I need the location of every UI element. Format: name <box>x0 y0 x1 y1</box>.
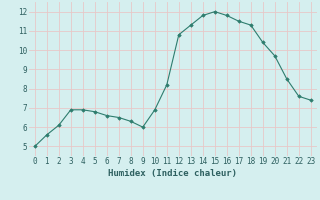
X-axis label: Humidex (Indice chaleur): Humidex (Indice chaleur) <box>108 169 237 178</box>
